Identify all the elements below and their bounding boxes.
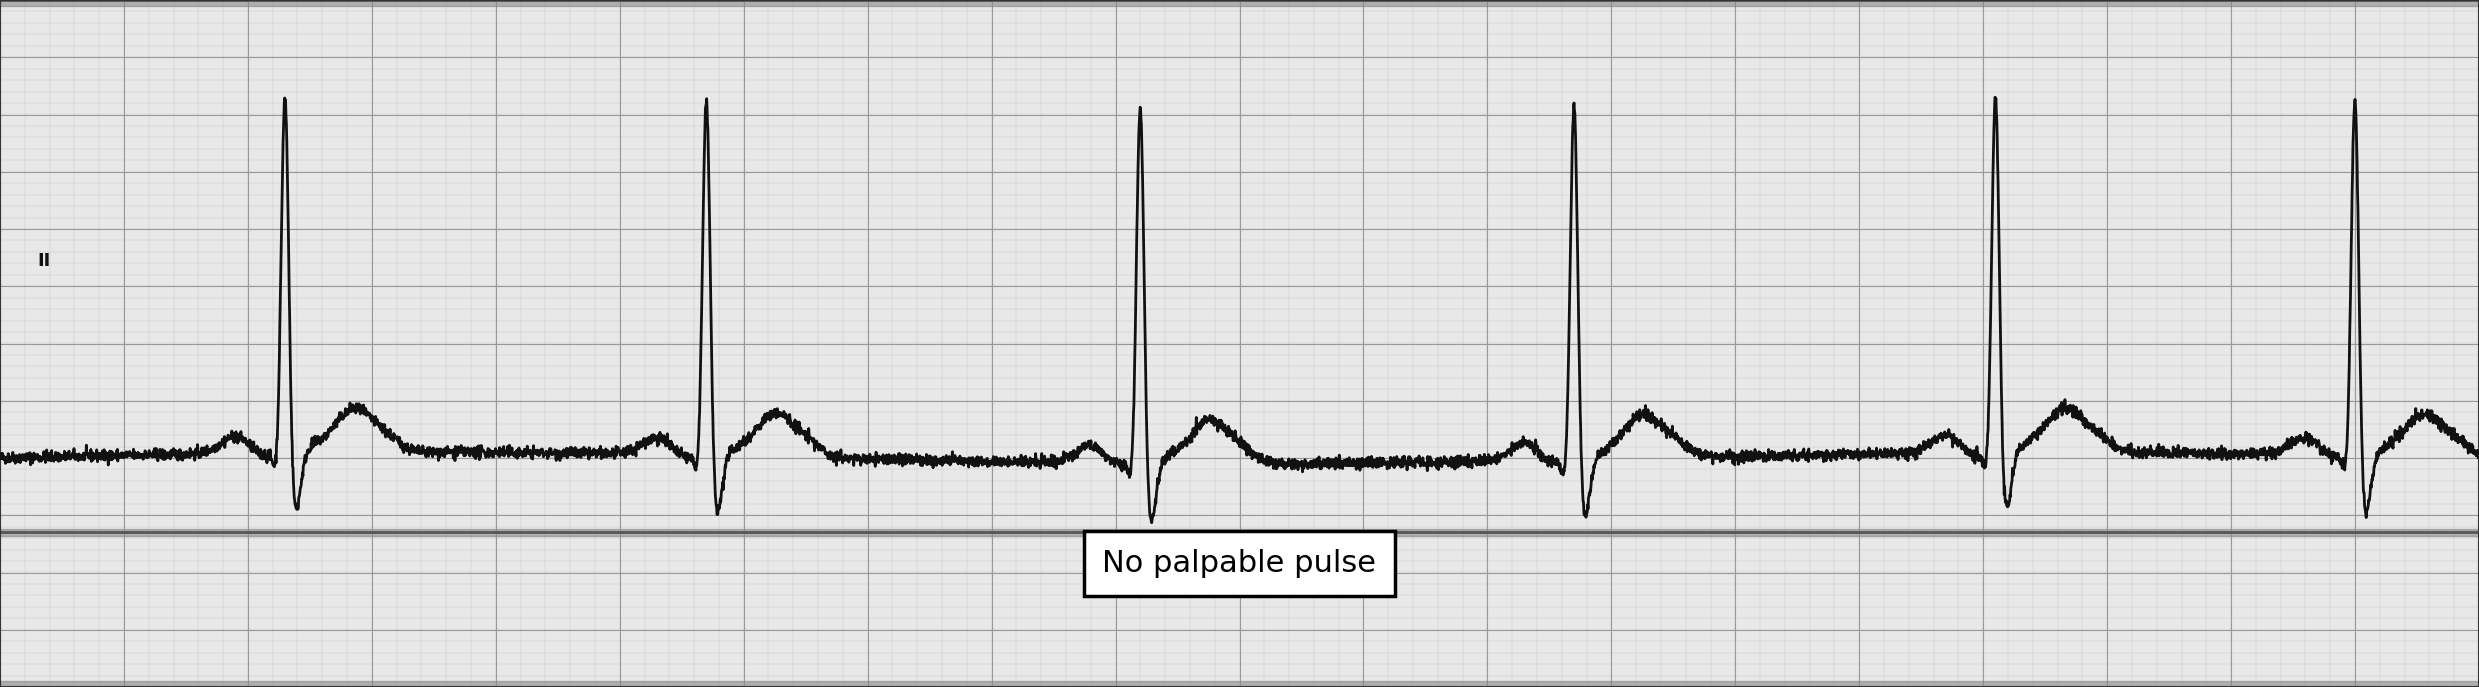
Bar: [0, 682, 2479, 687]
Bar: [0, 0, 2479, 5]
Bar: [0, 529, 2479, 536]
Text: No palpable pulse: No palpable pulse: [1103, 549, 1376, 578]
Text: II: II: [37, 252, 50, 270]
